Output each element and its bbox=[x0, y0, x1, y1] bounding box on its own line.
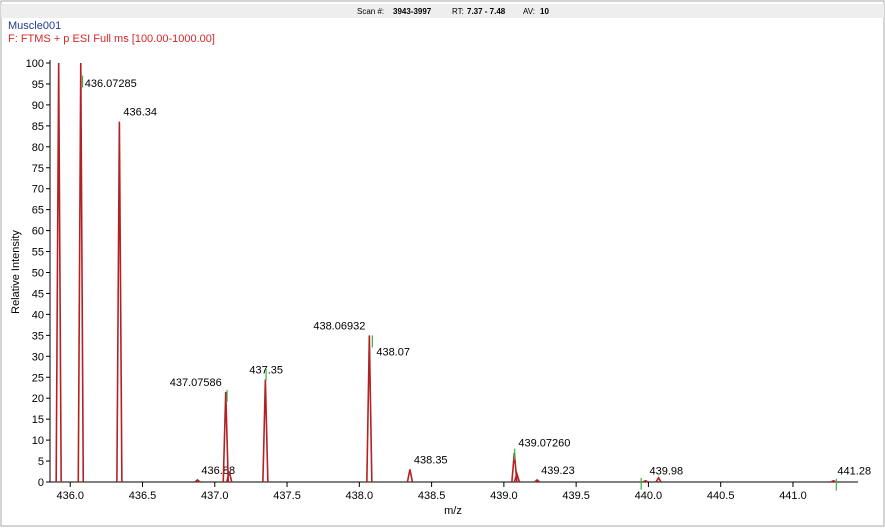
scan: 3943-3997 bbox=[393, 7, 432, 16]
y-tick-label: 20 bbox=[32, 393, 44, 405]
av-label: AV: bbox=[523, 7, 535, 16]
av: 10 bbox=[540, 7, 549, 16]
x-tick-label: 438.0 bbox=[346, 490, 374, 502]
x-axis-label: m/z bbox=[444, 505, 462, 517]
peak-label: 439.07260 bbox=[518, 438, 570, 450]
peak bbox=[116, 121, 123, 483]
y-axis-label: Relative Intensity bbox=[10, 230, 22, 314]
y-tick-label: 65 bbox=[32, 205, 44, 217]
x-tick-label: 436.5 bbox=[129, 490, 157, 502]
file-name: Muscle001 bbox=[8, 20, 61, 32]
x-tick-label: 437.0 bbox=[201, 490, 229, 502]
y-tick-label: 95 bbox=[32, 79, 44, 91]
y-tick-label: 85 bbox=[32, 121, 44, 133]
y-tick-label: 70 bbox=[32, 184, 44, 196]
peak-label: 436.07285 bbox=[85, 78, 137, 90]
peak bbox=[513, 470, 521, 483]
peak-label: 438.35 bbox=[414, 454, 448, 466]
peak-label: 438.06932 bbox=[313, 320, 365, 332]
peak bbox=[534, 478, 541, 483]
peak-label: 436.88 bbox=[201, 465, 235, 477]
header-bar bbox=[1, 4, 884, 18]
y-tick-label: 100 bbox=[26, 58, 44, 70]
peak bbox=[406, 469, 414, 483]
peak-label: 437.07586 bbox=[170, 377, 222, 389]
x-tick-label: 438.5 bbox=[418, 490, 446, 502]
y-tick-label: 40 bbox=[32, 309, 44, 321]
y-tick-label: 35 bbox=[32, 330, 44, 342]
x-tick-label: 437.5 bbox=[273, 490, 301, 502]
scan-filter: F: FTMS + p ESI Full ms [100.00-1000.00] bbox=[8, 33, 215, 45]
y-tick-label: 45 bbox=[32, 288, 44, 300]
y-tick-label: 50 bbox=[32, 268, 44, 280]
x-tick-label: 440.0 bbox=[635, 490, 663, 502]
x-tick-label: 440.5 bbox=[707, 490, 735, 502]
x-tick-label: 436.0 bbox=[56, 490, 84, 502]
peak bbox=[655, 476, 662, 483]
y-tick-label: 60 bbox=[32, 226, 44, 238]
y-tick-label: 90 bbox=[32, 100, 44, 112]
rt-label: RT: bbox=[452, 7, 464, 16]
peak bbox=[222, 391, 230, 483]
rt: 7.37 - 7.48 bbox=[467, 7, 506, 16]
peak-label: 439.23 bbox=[541, 465, 575, 477]
y-tick-label: 80 bbox=[32, 142, 44, 154]
peak-label: 438.07 bbox=[376, 346, 410, 358]
peak bbox=[262, 379, 269, 483]
y-tick-label: 25 bbox=[32, 372, 44, 384]
x-tick-label: 441.0 bbox=[779, 490, 807, 502]
peak bbox=[55, 62, 62, 483]
plot: 0 5 10 15 20 25 30 35 40 45 50 55 60 65 70 75 80 85 90 95 10… bbox=[26, 58, 871, 502]
peak bbox=[366, 335, 373, 483]
y-tick-label: 5 bbox=[38, 456, 44, 468]
peak-label: 441.28 bbox=[837, 466, 871, 478]
scan-label: Scan #: bbox=[357, 7, 384, 16]
peak bbox=[194, 478, 201, 483]
x-tick-label: 439.5 bbox=[562, 490, 590, 502]
y-tick-label: 0 bbox=[38, 477, 44, 489]
peak-label: 436.34 bbox=[123, 107, 157, 119]
peak-label: 439.98 bbox=[650, 466, 684, 478]
peak bbox=[830, 479, 837, 483]
peak bbox=[225, 471, 233, 483]
x-tick-label: 439.0 bbox=[490, 490, 518, 502]
y-tick-label: 75 bbox=[32, 163, 44, 175]
peak bbox=[642, 479, 649, 483]
peak bbox=[77, 62, 85, 483]
y-tick-label: 55 bbox=[32, 247, 44, 259]
y-tick-label: 15 bbox=[32, 414, 44, 426]
y-tick-label: 10 bbox=[32, 435, 44, 447]
y-tick-label: 30 bbox=[32, 351, 44, 363]
